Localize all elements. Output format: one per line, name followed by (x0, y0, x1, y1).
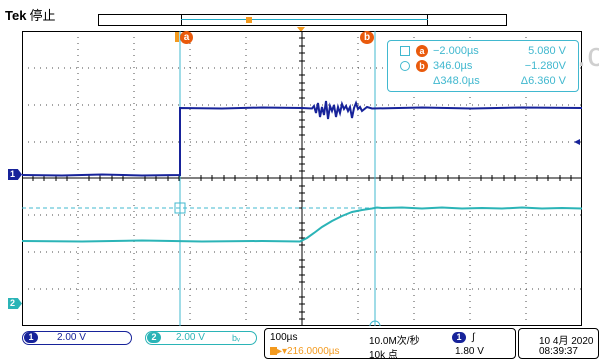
ch2-ground-marker[interactable]: 2 (8, 298, 22, 309)
ch2-settings[interactable]: 2 2.00 V bᵥ (145, 331, 257, 345)
ch1-ground-marker[interactable]: 1 (8, 169, 22, 180)
cursor-a-value: 5.080 V (528, 45, 566, 57)
ch1-settings[interactable]: 1 2.00 V (22, 331, 132, 345)
ch2-scale: 2.00 V (176, 332, 205, 343)
square-icon (400, 46, 410, 56)
record-view-line (181, 19, 428, 20)
brand-logo: Tek 停止 (5, 5, 55, 24)
trigger-position: ▸▾216.0000µs (270, 346, 340, 357)
acquisition-status: 停止 (29, 8, 56, 23)
sample-rate: 10.0M次/秒 (369, 336, 420, 347)
ch2-marker-label: 2 (10, 298, 16, 308)
cursor-b-badge[interactable]: b (360, 31, 374, 44)
trigger-level: 1.80 V (455, 346, 484, 357)
cursor-delta-row: Δ348.0µs Δ6.360 V (388, 75, 578, 88)
trigger-point-icon[interactable] (297, 27, 305, 32)
ch1-waveform (22, 100, 582, 177)
cursor-a-readout-badge: a (416, 45, 428, 57)
trigger-position-icon (270, 347, 277, 355)
ch1-number-badge: 1 (24, 332, 38, 343)
cursor-b-readout-badge: b (416, 60, 428, 72)
ch1-offscreen-icon (574, 139, 580, 145)
cursor-b-value: −1.280V (524, 60, 566, 72)
cursor-delta-time: Δ348.0µs (433, 75, 480, 87)
record-length: 10k 点 (369, 350, 398, 361)
ch2-waveform (22, 206, 582, 243)
brand-text: Tek (5, 8, 27, 23)
cursor-b-row: b 346.0µs −1.280V (388, 60, 578, 73)
cursor-a-row: a −2.000µs 5.080 V (388, 45, 578, 58)
time: 08:39:37 (539, 346, 578, 357)
cursor-b-label: b (363, 32, 371, 43)
horizontal-settings[interactable]: 100µs 10.0M次/秒 ▸▾216.0000µs 10k 点 1 ∫ 1.… (264, 328, 516, 361)
trigger-arrow-icon: ▸▾ (277, 346, 288, 357)
record-view-window[interactable] (181, 14, 428, 26)
cursor-a-label: a (180, 31, 193, 44)
ch1-scale: 2.00 V (57, 332, 86, 343)
cursor-a-square-icon (174, 202, 186, 214)
bandwidth-limit-icon: bᵥ (232, 333, 240, 343)
date-time-display: 10 4月 2020 08:39:37 (518, 328, 599, 359)
cursor-readout-panel[interactable]: a −2.000µs 5.080 V b 346.0µs −1.280V Δ34… (387, 40, 579, 92)
circle-icon (400, 61, 410, 71)
graticule-ticks (32, 37, 572, 320)
cursor-delta-value: Δ6.360 V (520, 75, 566, 87)
cursor-a-time: −2.000µs (433, 45, 479, 57)
ch1-marker-label: 1 (10, 169, 16, 179)
date: 10 4月 2020 (539, 336, 594, 347)
cursor-a-badge[interactable]: a (175, 31, 195, 44)
cursor-b-time: 346.0µs (433, 60, 473, 72)
settings-bar: 1 2.00 V 2 2.00 V bᵥ 100µs 10.0M次/秒 ▸▾21… (0, 328, 599, 361)
trigger-position-marker (246, 17, 252, 23)
trigger-slope-icon: ∫ (472, 332, 475, 343)
trigger-position-value: 216.0000µs (287, 346, 340, 357)
timebase: 100µs (270, 332, 298, 343)
status-bar: Tek 停止 (0, 0, 599, 32)
cursor-b-circle-icon (369, 320, 381, 326)
trigger-source-badge: 1 (452, 332, 466, 343)
graticule-center-axes (22, 31, 582, 326)
cursor-a-flag-icon (175, 32, 179, 42)
ch2-number-badge: 2 (147, 332, 161, 343)
